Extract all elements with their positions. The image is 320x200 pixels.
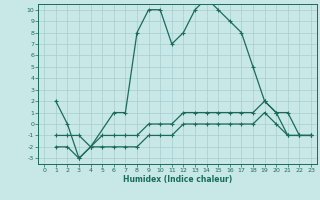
X-axis label: Humidex (Indice chaleur): Humidex (Indice chaleur) xyxy=(123,175,232,184)
